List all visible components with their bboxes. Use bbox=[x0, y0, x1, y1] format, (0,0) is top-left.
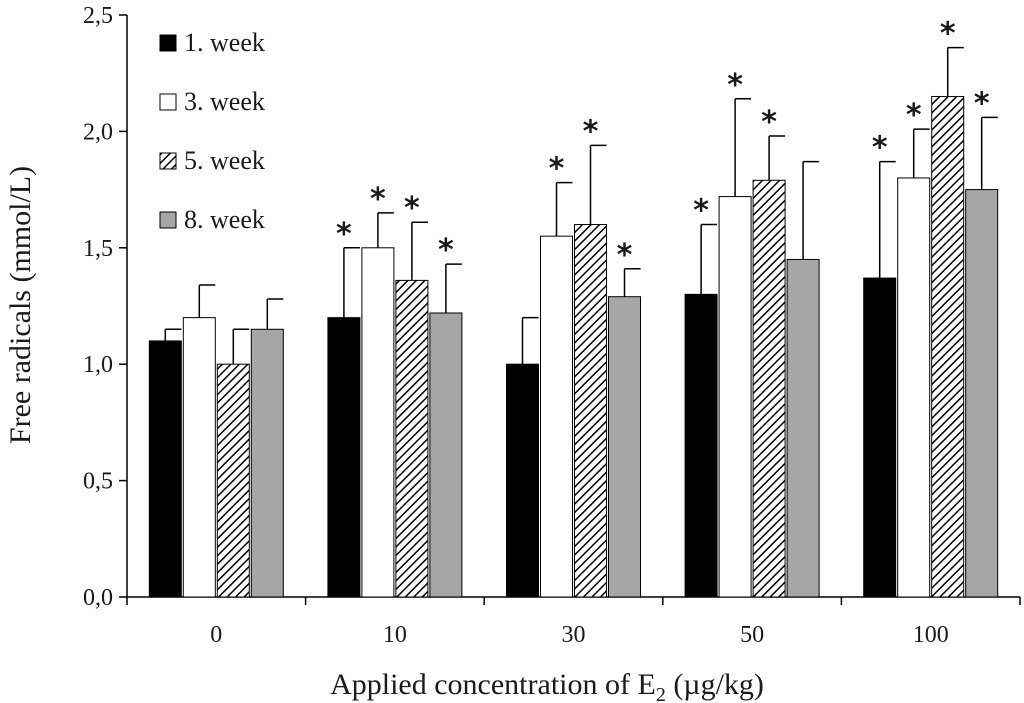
legend-swatch bbox=[159, 152, 177, 170]
bar bbox=[897, 177, 931, 598]
bar bbox=[863, 277, 897, 598]
y-tick-label: 0,0 bbox=[83, 585, 113, 611]
y-tick-label: 1,5 bbox=[83, 236, 113, 262]
legend-label: 1. week bbox=[184, 28, 265, 57]
bar bbox=[361, 247, 395, 598]
bar bbox=[574, 224, 607, 598]
x-tick-label: 30 bbox=[562, 622, 586, 648]
x-tick-label: 0 bbox=[210, 622, 222, 648]
x-axis-title: Applied concentration of E2 (µg/kg) bbox=[330, 668, 764, 703]
legend-label: 5. week bbox=[184, 146, 265, 175]
y-tick-label: 0,5 bbox=[83, 469, 113, 495]
significance-marker: * bbox=[761, 105, 777, 140]
significance-marker: * bbox=[727, 68, 743, 103]
y-axis-title: Free radicals (mmol/L) bbox=[4, 166, 37, 444]
significance-marker: * bbox=[370, 182, 386, 217]
significance-marker: * bbox=[404, 191, 420, 226]
significance-marker: * bbox=[940, 17, 956, 52]
y-tick-label: 1,0 bbox=[83, 352, 113, 378]
x-tick-label: 100 bbox=[913, 622, 949, 648]
significance-marker: * bbox=[336, 217, 352, 252]
significance-marker: * bbox=[617, 238, 633, 273]
bar bbox=[395, 279, 429, 598]
significance-marker: * bbox=[872, 131, 888, 166]
legend: 1. week 3. week 5. week 8. week bbox=[159, 28, 265, 234]
y-tick-label: 2,5 bbox=[83, 3, 113, 29]
bar bbox=[182, 317, 216, 598]
significance-marker: * bbox=[974, 86, 990, 121]
bar bbox=[752, 179, 786, 598]
significance-marker: * bbox=[583, 114, 599, 149]
bar bbox=[931, 95, 965, 598]
x-tick-label: 50 bbox=[740, 622, 764, 648]
significance-marker: * bbox=[438, 233, 454, 268]
significance-marker: * bbox=[549, 152, 565, 187]
significance-marker: * bbox=[693, 194, 709, 229]
y-tick-label: 2,0 bbox=[83, 119, 113, 145]
bar bbox=[327, 317, 361, 598]
bar bbox=[429, 312, 463, 598]
legend-swatch bbox=[159, 93, 177, 111]
legend-swatch bbox=[159, 211, 177, 229]
bar bbox=[250, 328, 284, 598]
significance-marker: * bbox=[906, 98, 922, 133]
bar bbox=[965, 189, 999, 598]
legend-label: 3. week bbox=[184, 87, 265, 116]
bar bbox=[148, 340, 182, 598]
bar bbox=[216, 363, 250, 598]
bars: * * * * * * * * * * * * * * bbox=[148, 17, 999, 598]
legend-swatch bbox=[159, 34, 177, 52]
axes: 0,0 0,5 1,0 1,5 2,0 2,5 0 10 30 50 100 bbox=[83, 3, 1021, 648]
bar bbox=[718, 196, 752, 598]
x-tick-label: 10 bbox=[383, 622, 407, 648]
bar bbox=[608, 296, 641, 598]
bar bbox=[684, 293, 718, 598]
bar bbox=[540, 235, 573, 598]
legend-label: 8. week bbox=[184, 205, 265, 234]
bar bbox=[786, 258, 820, 598]
bar bbox=[506, 363, 539, 598]
